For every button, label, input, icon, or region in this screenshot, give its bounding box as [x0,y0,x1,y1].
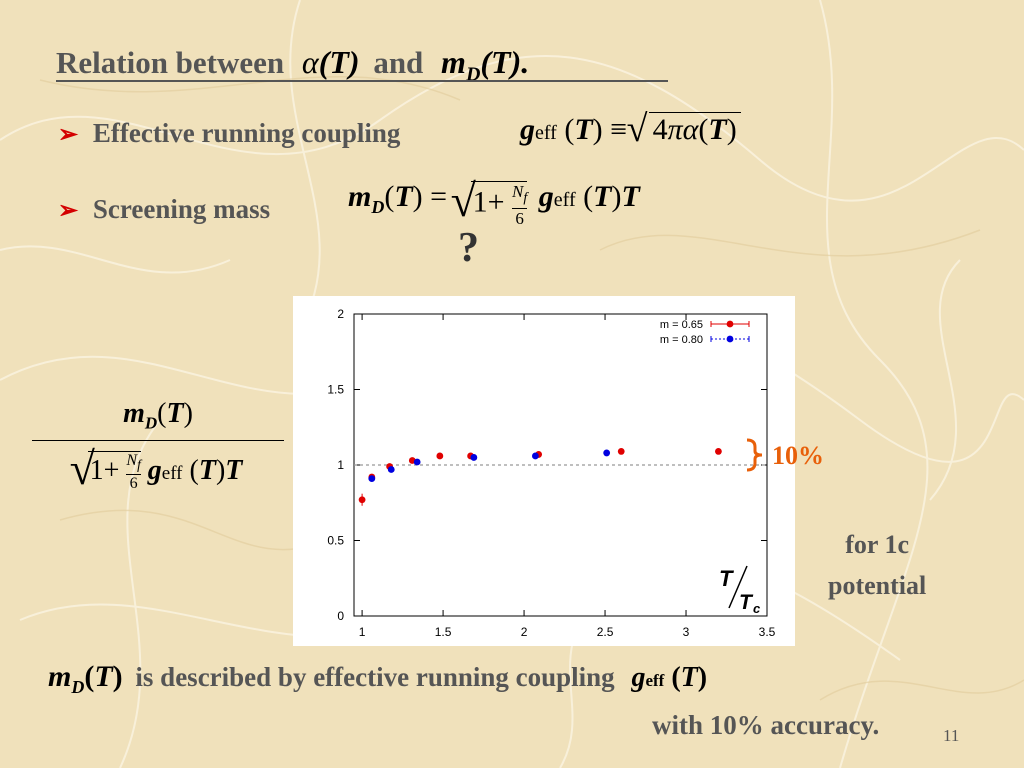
heading-underline [56,80,668,82]
heading-and: and [373,45,424,80]
legend-marker [726,335,734,343]
bracket-icon [746,438,763,472]
y-tick-label: 1 [337,458,344,472]
data-point [617,448,625,455]
data-point [387,466,395,473]
arrow-bullet-icon: ➢ [58,198,79,224]
x-tick-label: 2.5 [597,625,614,639]
legend-label: m = 0.65 [660,319,703,331]
data-point [358,496,366,504]
svg-text:T: T [739,591,754,614]
bullet-label: Screening mass [92,194,271,224]
data-point [413,458,421,466]
scatter-chart: 1 1.5 2 2.5 3 3.5 0 0.5 1 1.5 2 m = 0.65 m = 0.80 T… [327,307,776,639]
chart-panel: 1 1.5 2 2.5 3 3.5 0 0.5 1 1.5 2 m = 0.65 m = 0.80 T… [293,296,795,646]
screening-mass-formula: mD(T) = √ 1+ Nf 6 geff (T)T [348,175,640,228]
tc-label: T T c [719,565,761,616]
data-point [470,454,478,461]
heading-prefix: Relation between [56,45,285,80]
question-mark: ? [458,225,479,271]
y-tick-label: 1.5 [327,383,344,397]
x-tick-label: 3.5 [759,625,776,639]
svg-text:c: c [753,601,761,616]
data-point [715,448,722,455]
ratio-formula: mD(T) √ 1+ Nf 6 geff (T)T [32,398,284,494]
for-1c-text: for 1c [845,530,909,559]
legend-label: m = 0.80 [660,334,703,346]
geff-definition-formula: geff (T) ≡ 4πα(T) √ [520,108,741,150]
y-tick-label: 0.5 [327,534,344,548]
y-tick-label: 0 [337,609,344,623]
x-tick-label: 1.5 [435,625,452,639]
data-point [603,449,611,457]
x-tick-label: 1 [359,625,366,639]
x-tick-label: 2 [521,625,528,639]
legend: m = 0.65 m = 0.80 [660,319,750,346]
ten-percent-label: 10% [772,441,824,470]
x-tick-label: 3 [683,625,690,639]
bullet-effective-coupling: ➢ Effective running coupling [58,118,400,149]
arrow-bullet-icon: ➢ [58,122,79,148]
page-number: 11 [943,726,960,745]
for-1c-note: for 1c potential [828,524,926,606]
alpha-T-math: α(T) [301,44,360,80]
geff-T-math: geff (T) [631,662,708,693]
mD-T-math: mD(T). [441,44,530,86]
bullet-screening-mass: ➢ Screening mass [58,194,270,225]
mD-T-math: mD(T) [48,660,123,697]
potential-text: potential [828,571,927,600]
y-tick-label: 2 [337,307,344,321]
data-point [436,452,444,460]
data-point [368,475,376,482]
svg-text:T: T [719,566,734,591]
bullet-label: Effective running coupling [92,118,401,148]
conclusion-line: mD(T) is described by effective running … [48,660,707,698]
conclusion-line-2: with 10% accuracy. [652,710,880,740]
slide-heading: Relation between α(T) and mD(T). [56,44,529,86]
data-point [531,452,539,460]
legend-marker [726,320,734,328]
conclusion-text: is described by effective running coupli… [135,662,615,692]
